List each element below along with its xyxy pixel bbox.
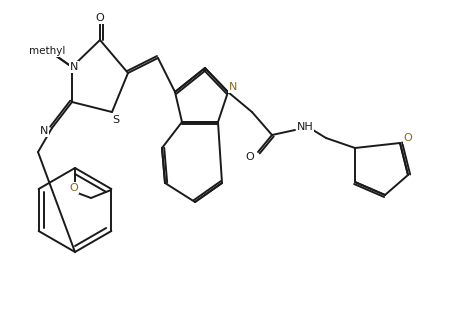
Text: methyl: methyl <box>29 46 65 56</box>
Text: S: S <box>112 115 119 125</box>
Text: O: O <box>96 13 104 23</box>
Text: NH: NH <box>297 122 313 132</box>
Text: methyl: methyl <box>40 48 45 49</box>
Text: O: O <box>404 133 412 143</box>
Text: N: N <box>70 62 78 72</box>
Text: O: O <box>246 152 255 162</box>
Text: N: N <box>229 82 237 92</box>
Text: O: O <box>70 183 79 193</box>
Text: N: N <box>40 126 48 136</box>
Text: methyl_lbl: methyl_lbl <box>38 48 46 50</box>
